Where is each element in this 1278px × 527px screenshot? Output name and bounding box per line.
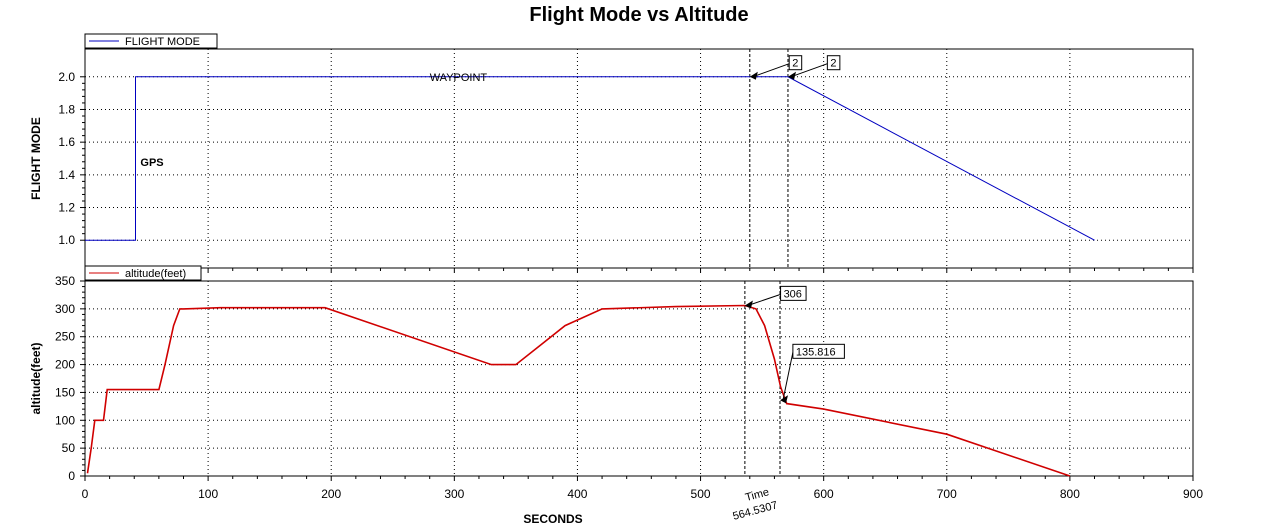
annotation-box: [792, 343, 845, 359]
annotation-leader: [747, 293, 781, 306]
y-tick-label: 1.6: [58, 135, 75, 149]
cursor-time-value: 564.5307: [732, 499, 779, 522]
y-tick-label: 2.0: [58, 70, 75, 84]
annotation-arrowhead: [749, 71, 758, 80]
altitude-panel: 0 100 200 300 400 500 600 700 800 900 0 50 100 150 200…: [29, 265, 1203, 526]
x-axis-title: SECONDS: [523, 512, 582, 526]
legend-box: [84, 265, 202, 281]
annotation-arrowhead: [744, 300, 753, 309]
y-tick-label: 1.8: [58, 102, 75, 116]
annotation-leader: [752, 63, 790, 78]
x-tick-label: 900: [1183, 487, 1203, 501]
legend: FLIGHT MODE: [84, 33, 218, 49]
series-line: [86, 304, 1071, 477]
annotation-box: [788, 55, 803, 71]
x-tick-label: 0: [82, 487, 89, 501]
plot-frame: [84, 280, 1194, 477]
chart-title: Flight Mode vs Altitude: [529, 4, 748, 26]
annotation-label: 135.816: [796, 346, 836, 358]
y-tick-label: 150: [55, 385, 75, 399]
y-axis-title: altitude(feet): [29, 342, 43, 414]
y-tick-label: 300: [55, 302, 75, 316]
x-tick-label: 200: [321, 487, 341, 501]
x-tick-label: 500: [691, 487, 711, 501]
annotation-leader: [782, 352, 794, 401]
flight-mode-panel: 1.0 1.2 1.4 1.6 1.8 2.0 FLIGHT MODE FLIGHT MODE…: [29, 33, 1194, 273]
annotation-arrowhead: [788, 71, 796, 80]
annotation-arrowhead: [780, 395, 788, 404]
y-tick-label: 100: [55, 413, 75, 427]
x-tick-label: 400: [567, 487, 587, 501]
x-tick-label: 300: [444, 487, 464, 501]
x-tick-label: 100: [198, 487, 218, 501]
annotation-label: WAYPOINT: [430, 72, 488, 84]
series-line: [85, 76, 1095, 241]
x-tick-label: 700: [937, 487, 957, 501]
annotation-box: [826, 55, 841, 71]
legend-label: altitude(feet): [125, 268, 186, 280]
y-tick-label: 1.4: [58, 168, 75, 182]
plot-frame: [84, 48, 1194, 269]
y-tick-label: 50: [62, 441, 76, 455]
y-tick-label: 0: [68, 469, 75, 483]
legend-box: [84, 33, 218, 49]
annotation-label: 2: [830, 58, 836, 70]
legend: altitude(feet): [84, 265, 202, 281]
x-tick-label: 600: [814, 487, 834, 501]
y-tick-label: 350: [55, 274, 75, 288]
annotation-label: GPS: [140, 157, 163, 169]
y-axis-title: FLIGHT MODE: [29, 117, 43, 200]
y-tick-label: 250: [55, 330, 75, 344]
annotation-label: 306: [784, 288, 802, 300]
y-tick-label: 1.2: [58, 201, 75, 215]
annotation-label: 2: [792, 58, 798, 70]
legend-label: FLIGHT MODE: [125, 36, 200, 48]
y-tick-label: 1.0: [58, 233, 75, 247]
annotation-box: [780, 285, 807, 301]
x-tick-label: 800: [1060, 487, 1080, 501]
annotation-leader: [790, 63, 828, 78]
y-tick-label: 200: [55, 358, 75, 372]
